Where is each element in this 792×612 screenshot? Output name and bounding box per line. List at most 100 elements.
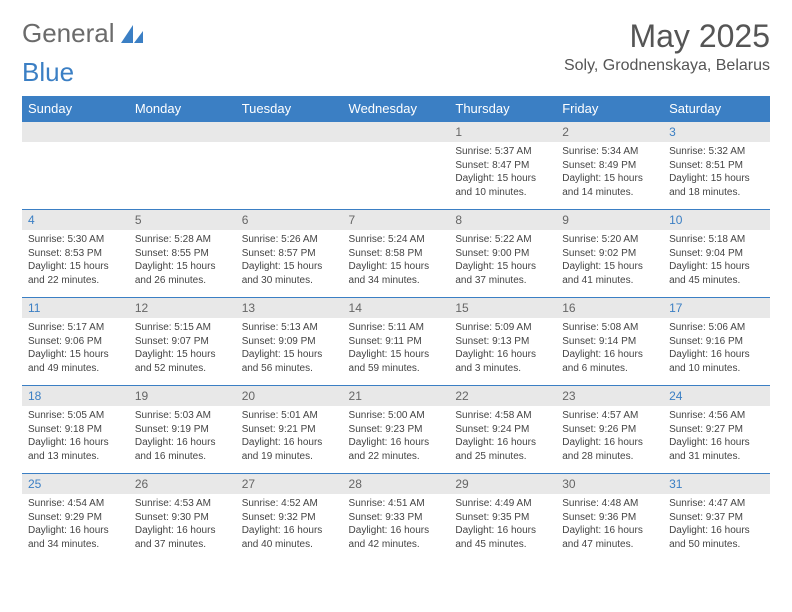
- sunset-line: Sunset: 9:35 PM: [455, 511, 550, 525]
- calendar-cell: 19Sunrise: 5:03 AMSunset: 9:19 PMDayligh…: [129, 386, 236, 474]
- sunset-line: Sunset: 9:02 PM: [562, 247, 657, 261]
- sunrise-line: Sunrise: 5:26 AM: [242, 233, 337, 247]
- sunset-line: Sunset: 9:19 PM: [135, 423, 230, 437]
- sunrise-line: Sunrise: 4:56 AM: [669, 409, 764, 423]
- day-number: 14: [343, 298, 450, 318]
- calendar-cell: 5Sunrise: 5:28 AMSunset: 8:55 PMDaylight…: [129, 210, 236, 298]
- daylight-line: Daylight: 16 hours and 19 minutes.: [242, 436, 337, 463]
- daylight-line: Daylight: 15 hours and 41 minutes.: [562, 260, 657, 287]
- logo-text-general: General: [22, 18, 115, 49]
- daylight-line: Daylight: 15 hours and 14 minutes.: [562, 172, 657, 199]
- sunrise-line: Sunrise: 5:24 AM: [349, 233, 444, 247]
- calendar-cell: [236, 122, 343, 210]
- day-content: Sunrise: 5:34 AMSunset: 8:49 PMDaylight:…: [556, 142, 663, 202]
- sunset-line: Sunset: 8:55 PM: [135, 247, 230, 261]
- calendar-cell: 17Sunrise: 5:06 AMSunset: 9:16 PMDayligh…: [663, 298, 770, 386]
- calendar-row: 1Sunrise: 5:37 AMSunset: 8:47 PMDaylight…: [22, 122, 770, 210]
- day-content: Sunrise: 4:56 AMSunset: 9:27 PMDaylight:…: [663, 406, 770, 466]
- daylight-line: Daylight: 16 hours and 40 minutes.: [242, 524, 337, 551]
- calendar-cell: 4Sunrise: 5:30 AMSunset: 8:53 PMDaylight…: [22, 210, 129, 298]
- sunset-line: Sunset: 9:00 PM: [455, 247, 550, 261]
- day-number: 30: [556, 474, 663, 494]
- day-number: 9: [556, 210, 663, 230]
- day-content: Sunrise: 5:00 AMSunset: 9:23 PMDaylight:…: [343, 406, 450, 466]
- day-number: 20: [236, 386, 343, 406]
- weekday-header: Monday: [129, 96, 236, 122]
- day-number: 31: [663, 474, 770, 494]
- sunset-line: Sunset: 9:27 PM: [669, 423, 764, 437]
- sunset-line: Sunset: 9:30 PM: [135, 511, 230, 525]
- calendar-cell: 21Sunrise: 5:00 AMSunset: 9:23 PMDayligh…: [343, 386, 450, 474]
- sunset-line: Sunset: 9:23 PM: [349, 423, 444, 437]
- calendar-cell: 6Sunrise: 5:26 AMSunset: 8:57 PMDaylight…: [236, 210, 343, 298]
- day-content: Sunrise: 4:47 AMSunset: 9:37 PMDaylight:…: [663, 494, 770, 554]
- sunrise-line: Sunrise: 5:06 AM: [669, 321, 764, 335]
- sunrise-line: Sunrise: 5:11 AM: [349, 321, 444, 335]
- daylight-line: Daylight: 16 hours and 47 minutes.: [562, 524, 657, 551]
- sunrise-line: Sunrise: 5:22 AM: [455, 233, 550, 247]
- calendar-cell: 22Sunrise: 4:58 AMSunset: 9:24 PMDayligh…: [449, 386, 556, 474]
- sunset-line: Sunset: 8:53 PM: [28, 247, 123, 261]
- sunrise-line: Sunrise: 4:53 AM: [135, 497, 230, 511]
- day-content: Sunrise: 5:05 AMSunset: 9:18 PMDaylight:…: [22, 406, 129, 466]
- sunrise-line: Sunrise: 4:51 AM: [349, 497, 444, 511]
- day-content: Sunrise: 5:03 AMSunset: 9:19 PMDaylight:…: [129, 406, 236, 466]
- calendar-cell: 23Sunrise: 4:57 AMSunset: 9:26 PMDayligh…: [556, 386, 663, 474]
- day-number: 8: [449, 210, 556, 230]
- sunset-line: Sunset: 9:37 PM: [669, 511, 764, 525]
- calendar-cell: 30Sunrise: 4:48 AMSunset: 9:36 PMDayligh…: [556, 474, 663, 562]
- sunset-line: Sunset: 8:58 PM: [349, 247, 444, 261]
- sunrise-line: Sunrise: 4:52 AM: [242, 497, 337, 511]
- calendar-cell: 28Sunrise: 4:51 AMSunset: 9:33 PMDayligh…: [343, 474, 450, 562]
- sunset-line: Sunset: 9:18 PM: [28, 423, 123, 437]
- daylight-line: Daylight: 15 hours and 30 minutes.: [242, 260, 337, 287]
- daylight-line: Daylight: 15 hours and 34 minutes.: [349, 260, 444, 287]
- calendar-row: 11Sunrise: 5:17 AMSunset: 9:06 PMDayligh…: [22, 298, 770, 386]
- calendar-cell: 13Sunrise: 5:13 AMSunset: 9:09 PMDayligh…: [236, 298, 343, 386]
- sunrise-line: Sunrise: 5:28 AM: [135, 233, 230, 247]
- day-content: Sunrise: 4:57 AMSunset: 9:26 PMDaylight:…: [556, 406, 663, 466]
- day-number: 4: [22, 210, 129, 230]
- sunrise-line: Sunrise: 4:54 AM: [28, 497, 123, 511]
- sunrise-line: Sunrise: 5:18 AM: [669, 233, 764, 247]
- day-number: 28: [343, 474, 450, 494]
- day-number: [343, 122, 450, 142]
- day-number: 6: [236, 210, 343, 230]
- day-number: 29: [449, 474, 556, 494]
- daylight-line: Daylight: 16 hours and 31 minutes.: [669, 436, 764, 463]
- logo: General: [22, 18, 145, 49]
- daylight-line: Daylight: 15 hours and 37 minutes.: [455, 260, 550, 287]
- day-number: 21: [343, 386, 450, 406]
- calendar-cell: 9Sunrise: 5:20 AMSunset: 9:02 PMDaylight…: [556, 210, 663, 298]
- day-content: Sunrise: 5:20 AMSunset: 9:02 PMDaylight:…: [556, 230, 663, 290]
- calendar-cell: 26Sunrise: 4:53 AMSunset: 9:30 PMDayligh…: [129, 474, 236, 562]
- day-number: 23: [556, 386, 663, 406]
- daylight-line: Daylight: 16 hours and 28 minutes.: [562, 436, 657, 463]
- calendar-row: 25Sunrise: 4:54 AMSunset: 9:29 PMDayligh…: [22, 474, 770, 562]
- day-number: 16: [556, 298, 663, 318]
- day-content: Sunrise: 5:08 AMSunset: 9:14 PMDaylight:…: [556, 318, 663, 378]
- weekday-header: Thursday: [449, 96, 556, 122]
- day-content: Sunrise: 4:58 AMSunset: 9:24 PMDaylight:…: [449, 406, 556, 466]
- calendar-cell: 2Sunrise: 5:34 AMSunset: 8:49 PMDaylight…: [556, 122, 663, 210]
- daylight-line: Daylight: 15 hours and 59 minutes.: [349, 348, 444, 375]
- sunrise-line: Sunrise: 5:13 AM: [242, 321, 337, 335]
- day-content: Sunrise: 5:37 AMSunset: 8:47 PMDaylight:…: [449, 142, 556, 202]
- day-content: Sunrise: 5:28 AMSunset: 8:55 PMDaylight:…: [129, 230, 236, 290]
- calendar-cell: 7Sunrise: 5:24 AMSunset: 8:58 PMDaylight…: [343, 210, 450, 298]
- sunrise-line: Sunrise: 5:01 AM: [242, 409, 337, 423]
- daylight-line: Daylight: 16 hours and 45 minutes.: [455, 524, 550, 551]
- day-number: [22, 122, 129, 142]
- month-title: May 2025: [564, 18, 770, 55]
- day-number: [236, 122, 343, 142]
- calendar-cell: 20Sunrise: 5:01 AMSunset: 9:21 PMDayligh…: [236, 386, 343, 474]
- sunrise-line: Sunrise: 5:05 AM: [28, 409, 123, 423]
- calendar-table: Sunday Monday Tuesday Wednesday Thursday…: [22, 96, 770, 562]
- calendar-cell: 16Sunrise: 5:08 AMSunset: 9:14 PMDayligh…: [556, 298, 663, 386]
- calendar-cell: 10Sunrise: 5:18 AMSunset: 9:04 PMDayligh…: [663, 210, 770, 298]
- sunrise-line: Sunrise: 5:30 AM: [28, 233, 123, 247]
- day-content: Sunrise: 5:26 AMSunset: 8:57 PMDaylight:…: [236, 230, 343, 290]
- sunset-line: Sunset: 9:06 PM: [28, 335, 123, 349]
- day-content: Sunrise: 5:13 AMSunset: 9:09 PMDaylight:…: [236, 318, 343, 378]
- calendar-cell: [343, 122, 450, 210]
